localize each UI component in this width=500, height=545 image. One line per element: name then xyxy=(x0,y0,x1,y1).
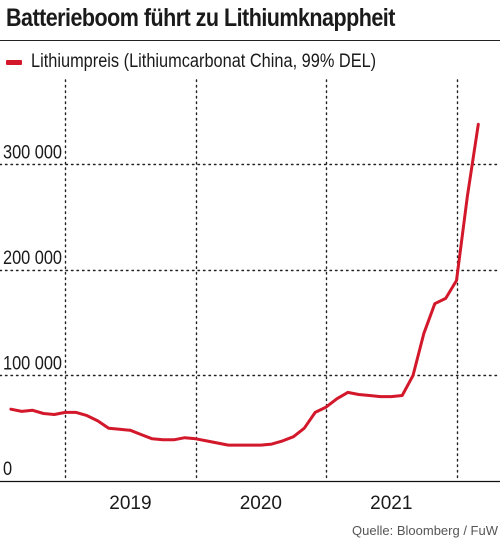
source-note: Quelle: Bloomberg / FuW xyxy=(352,523,498,538)
y-tick-label: 300 000 xyxy=(3,141,62,162)
x-tick-label: 2019 xyxy=(109,493,151,514)
y-tick-label: 100 000 xyxy=(3,352,62,373)
x-tick-label: 2020 xyxy=(240,493,282,514)
y-tick-label: 200 000 xyxy=(3,247,62,268)
x-tick-label: 2021 xyxy=(370,493,412,514)
legend: Lithiumpreis (Lithiumcarbonat China, 99%… xyxy=(6,50,432,74)
legend-swatch xyxy=(6,59,22,65)
title-divider xyxy=(0,40,500,41)
chart-title: Batterieboom führt zu Lithiumknappheit xyxy=(6,4,395,32)
y-tick-label: 0 xyxy=(3,458,12,479)
series-line-lithiumpreis xyxy=(9,122,480,447)
legend-label: Lithiumpreis (Lithiumcarbonat China, 99%… xyxy=(31,51,377,72)
